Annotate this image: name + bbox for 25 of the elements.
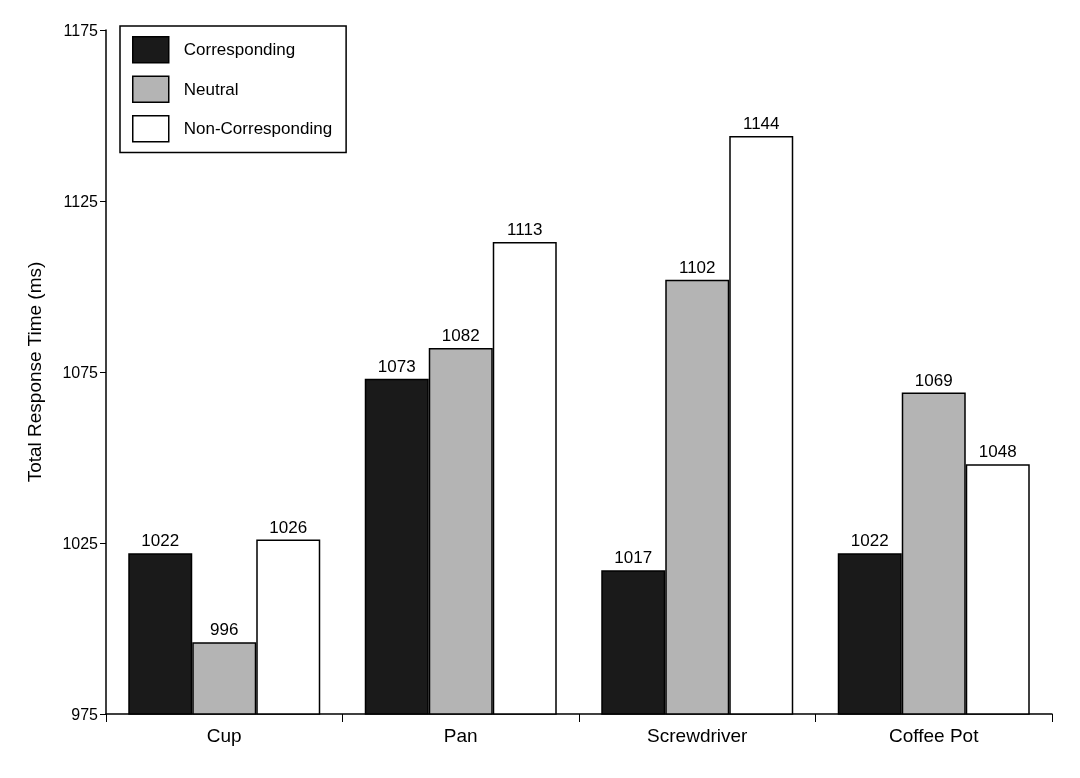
y-tick-label: 1175	[63, 21, 99, 39]
data-label: 1069	[914, 370, 953, 390]
data-label: 996	[210, 620, 239, 640]
y-tick-label: 975	[71, 705, 99, 723]
data-label: 1082	[441, 326, 480, 346]
data-label: 1113	[507, 220, 543, 240]
data-label: 1073	[377, 356, 416, 376]
data-label: 1102	[678, 257, 716, 277]
x-tick-label: Screwdriver	[647, 725, 749, 746]
data-label: 1048	[978, 442, 1017, 462]
y-tick-label: 1075	[62, 363, 99, 381]
y-tick-label: 1125	[63, 192, 99, 210]
x-tick-label: Cup	[206, 725, 242, 746]
y-tick-label: 1025	[62, 534, 99, 552]
data-label: 1026	[269, 517, 308, 537]
legend-label: Non-Corresponding	[183, 119, 333, 139]
data-label: 1144	[742, 114, 780, 134]
data-label: 1017	[614, 548, 653, 568]
legend-label: Corresponding	[183, 40, 296, 60]
data-label: 1022	[141, 531, 180, 551]
y-axis-title: Total Response Time (ms)	[24, 261, 45, 483]
x-tick-label: Coffee Pot	[889, 725, 980, 746]
x-tick-label: Pan	[443, 725, 478, 746]
legend-label: Neutral	[183, 79, 239, 99]
data-label: 1022	[850, 531, 889, 551]
